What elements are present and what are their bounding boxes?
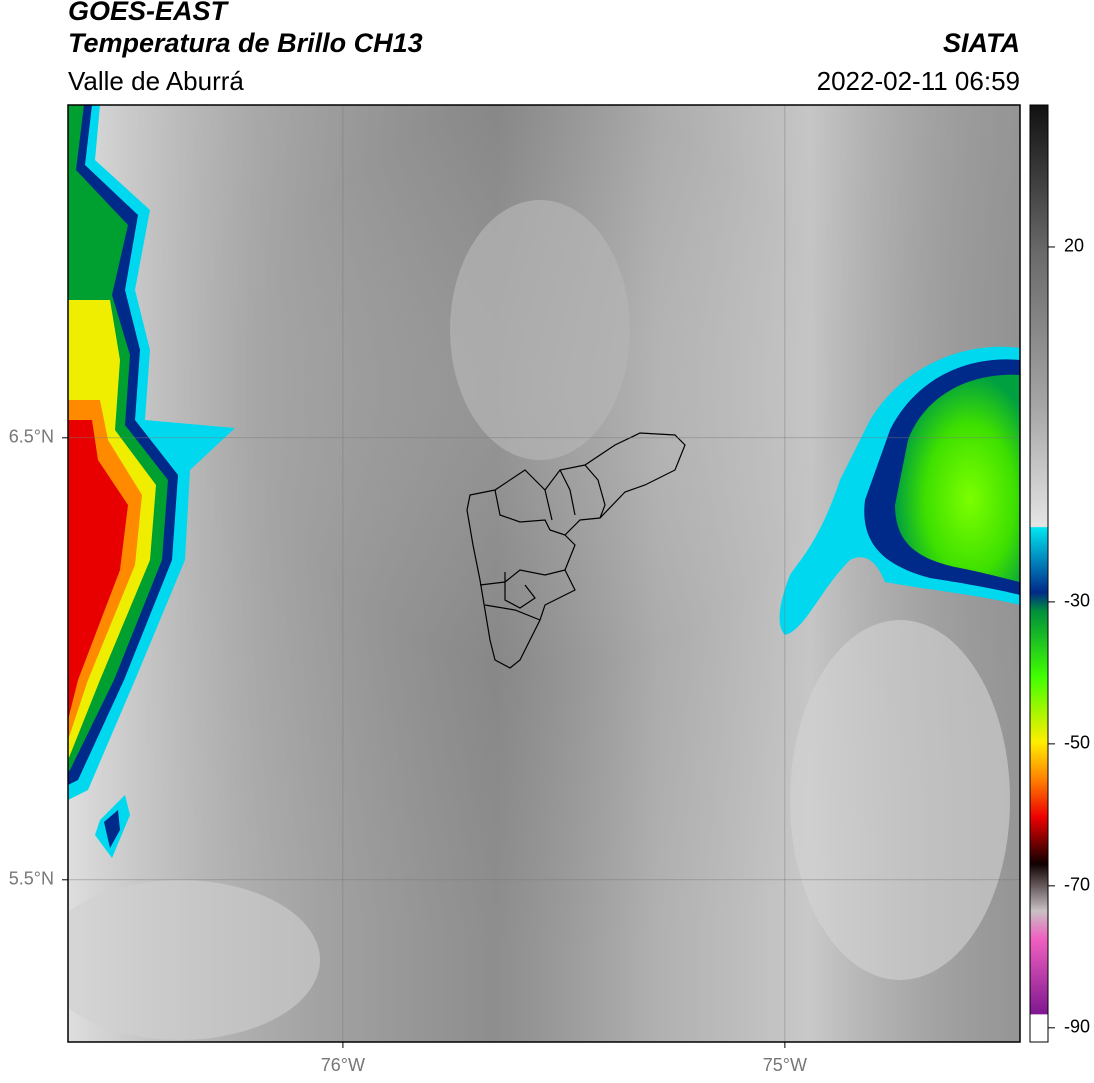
cold-cloud <box>68 420 128 720</box>
cloud <box>790 620 1010 980</box>
source: SIATA <box>943 28 1020 58</box>
colorbar-tick-label: -30 <box>1064 591 1090 611</box>
y-tick-label: 6.5°N <box>9 427 54 447</box>
map-frame <box>67 104 1021 1043</box>
x-tick-label: 76°W <box>321 1055 365 1075</box>
colorbar-ticks: 20 -30 -50 -70 -90 <box>1048 236 1090 1037</box>
cold-cloud <box>104 810 120 848</box>
product: Temperatura de Brillo CH13 <box>68 28 423 58</box>
y-tick-label: 5.5°N <box>9 869 54 889</box>
region: Valle de Aburrá <box>68 66 244 96</box>
satellite: GOES-EAST <box>68 0 230 26</box>
colorbar-tick-label: -70 <box>1064 875 1090 895</box>
municipality-boundaries <box>466 432 686 669</box>
cloud <box>68 880 320 1040</box>
colorbar <box>1029 104 1049 1043</box>
x-tick-label: 75°W <box>763 1055 807 1075</box>
colorbar-tick-label: -50 <box>1064 733 1090 753</box>
graticule: 76°W 75°W 6.5°N 5.5°N <box>9 105 1020 1075</box>
colorbar-tick-label: -90 <box>1064 1017 1090 1037</box>
map-image <box>68 105 1020 1042</box>
timestamp: 2022-02-11 06:59 <box>817 66 1020 96</box>
colorbar-tick-label: 20 <box>1064 236 1084 256</box>
cold-cloud <box>895 374 1020 582</box>
cloud <box>450 200 630 460</box>
